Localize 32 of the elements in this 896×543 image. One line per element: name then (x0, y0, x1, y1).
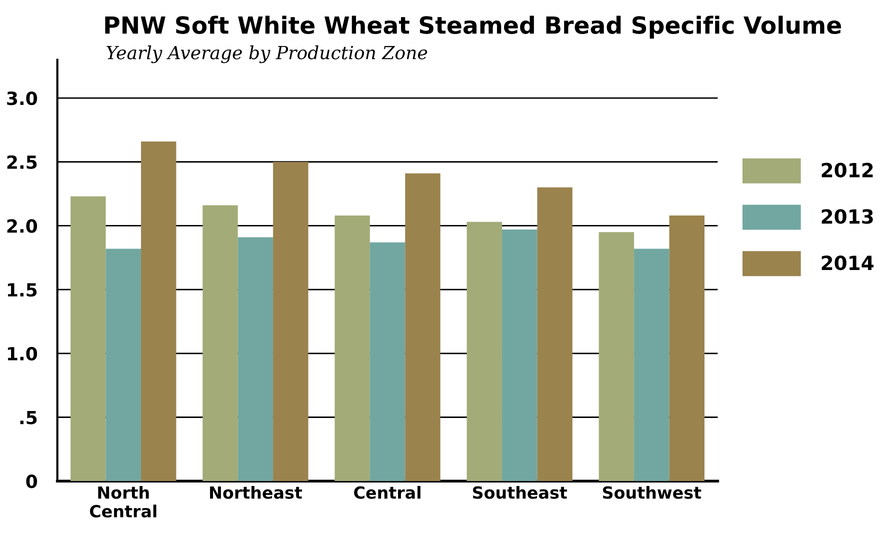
bar (238, 237, 274, 482)
x-tick-label: Northeast (210, 486, 302, 499)
bar (405, 173, 440, 482)
y-tick-label: 0 (26, 474, 38, 488)
bar (669, 216, 704, 482)
bar (70, 196, 106, 482)
bar (502, 230, 538, 482)
bar (537, 187, 572, 482)
y-tick-label: 2.5 (7, 155, 37, 169)
x-tick-label: Central (354, 486, 420, 499)
legend-label: 2013 (822, 209, 873, 224)
legend-label: 2014 (822, 256, 874, 270)
chart-subtitle: Yearly Average by Production Zone (106, 45, 428, 64)
x-tick-label: North Central (90, 486, 156, 518)
bar (370, 242, 406, 482)
y-tick-label: 3.0 (7, 91, 38, 106)
bar (334, 216, 370, 482)
x-tick-label: Southwest (602, 486, 702, 499)
y-tick-label: 1.0 (8, 346, 38, 361)
bar (273, 162, 308, 482)
bar (202, 205, 238, 482)
bar (598, 232, 634, 482)
chart-title: PNW Soft White Wheat Steamed Bread Specific Volume (105, 16, 841, 39)
legend-label: 2012 (822, 162, 873, 178)
bar (140, 141, 176, 482)
x-tick-label: Southeast (472, 486, 568, 499)
y-tick-label: 1.5 (8, 283, 37, 297)
y-tick-label: .5 (20, 410, 37, 424)
bar (634, 248, 670, 482)
y-tick-label: 2.0 (7, 219, 38, 233)
bar (466, 222, 502, 482)
bar (106, 248, 141, 482)
